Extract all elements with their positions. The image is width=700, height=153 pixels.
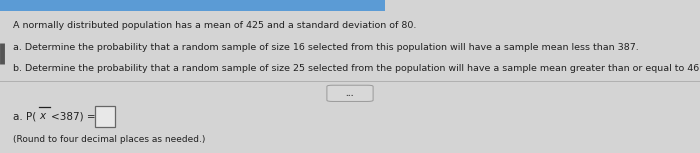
- Text: (Round to four decimal places as needed.): (Round to four decimal places as needed.…: [13, 135, 205, 144]
- Bar: [0, 0, 385, 11]
- Text: A normally distributed population has a mean of 425 and a standard deviation of : A normally distributed population has a …: [13, 21, 416, 30]
- Text: <387) =: <387) =: [51, 111, 96, 121]
- FancyBboxPatch shape: [327, 85, 373, 101]
- Text: b. Determine the probability that a random sample of size 25 selected from the p: b. Determine the probability that a rand…: [13, 64, 700, 73]
- Text: a. Determine the probability that a random sample of size 16 selected from this : a. Determine the probability that a rand…: [13, 43, 638, 52]
- Text: x: x: [39, 111, 46, 121]
- Text: ...: ...: [346, 89, 354, 98]
- Bar: [95, 106, 115, 127]
- Text: a. P(: a. P(: [13, 111, 36, 121]
